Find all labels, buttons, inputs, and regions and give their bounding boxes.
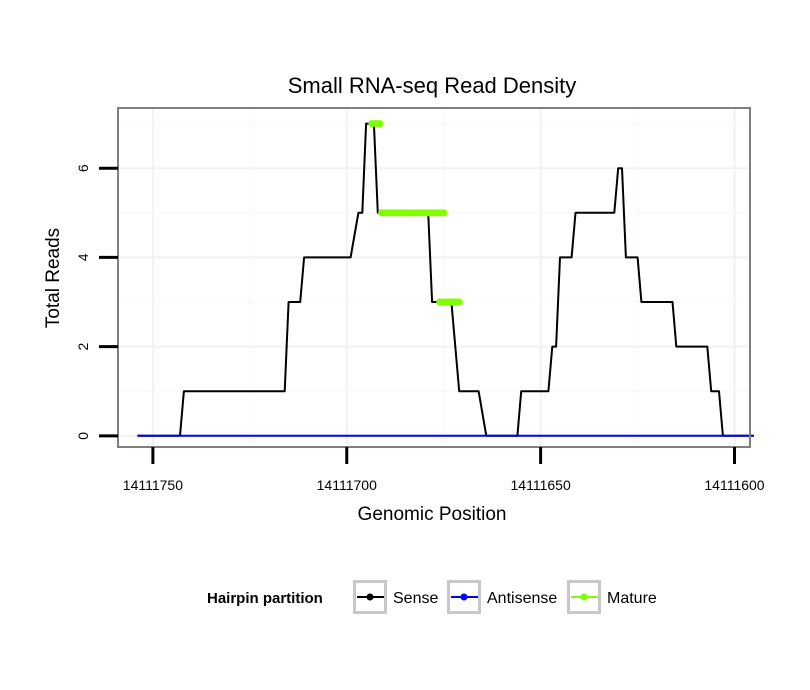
legend-swatch-dot-mature xyxy=(580,593,588,601)
legend-swatch-dot-antisense xyxy=(460,593,468,601)
legend: Hairpin partition Sense Antisense Mature xyxy=(207,580,657,614)
series-point-mature xyxy=(455,298,463,306)
plot-panel-border xyxy=(117,107,751,448)
data-series xyxy=(137,120,754,437)
x-axis: 14111750 14111700 14111650 14111600 xyxy=(123,447,765,493)
legend-swatch-dot-sense xyxy=(366,593,374,601)
legend-label-antisense: Antisense xyxy=(487,590,557,607)
x-axis-tick-label: 14111600 xyxy=(704,477,764,493)
y-axis: 0 2 4 6 xyxy=(75,164,118,440)
y-axis-tick-label: 0 xyxy=(75,432,91,440)
y-axis-tick-label: 4 xyxy=(75,253,91,261)
legend-title: Hairpin partition xyxy=(207,590,323,607)
x-axis-label: Genomic Position xyxy=(358,504,507,525)
y-axis-label: Total Reads xyxy=(43,228,64,328)
series-point-mature xyxy=(440,209,448,217)
y-axis-tick-label: 2 xyxy=(75,342,91,350)
plot-area xyxy=(117,107,754,448)
legend-label-sense: Sense xyxy=(393,590,438,607)
plot-panel-background xyxy=(118,108,750,447)
legend-label-mature: Mature xyxy=(607,590,657,607)
y-axis-tick-label: 6 xyxy=(75,164,91,172)
x-axis-tick-label: 14111650 xyxy=(511,477,571,493)
chart-title: Small RNA-seq Read Density xyxy=(288,73,577,98)
x-axis-tick-label: 14111750 xyxy=(123,477,183,493)
x-axis-tick-label: 14111700 xyxy=(317,477,377,493)
series-point-mature xyxy=(376,120,384,128)
